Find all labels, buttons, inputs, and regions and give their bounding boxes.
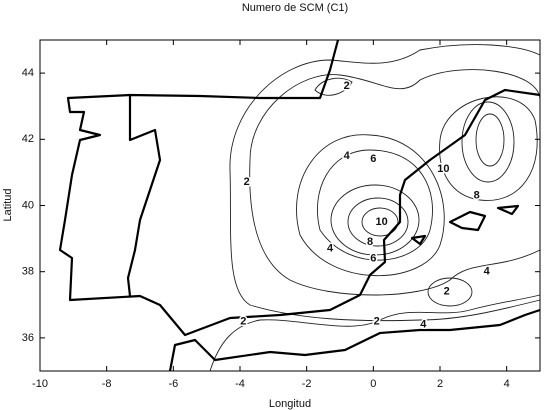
contour	[427, 277, 473, 307]
contour	[347, 197, 409, 247]
contour	[314, 77, 353, 96]
coastline	[168, 308, 541, 372]
y-tick-label: 36	[22, 332, 34, 344]
y-axis-label: Latitud	[2, 188, 14, 221]
contour-label: 8	[474, 189, 480, 201]
contour-label: 4	[420, 319, 427, 331]
contour	[330, 184, 420, 256]
contour-label: 10	[437, 163, 449, 175]
contour	[461, 101, 515, 183]
island	[448, 210, 487, 232]
contour-label: 6	[370, 153, 376, 165]
x-tick-label: 0	[370, 378, 376, 390]
y-tick-label: 42	[22, 133, 34, 145]
island	[410, 234, 427, 246]
coastlines	[58, 39, 541, 372]
island	[496, 204, 520, 216]
x-tick-label: -8	[102, 378, 112, 390]
contour-label: 8	[367, 236, 373, 248]
contour	[209, 294, 541, 372]
chart-title: Numero de SCM (C1)	[242, 2, 348, 14]
x-tick-label: 2	[437, 378, 443, 390]
contour	[475, 113, 505, 167]
x-tick-label: -4	[235, 378, 245, 390]
contour-label: 2	[240, 315, 246, 327]
x-tick-label: -6	[168, 378, 178, 390]
contour-label: 6	[370, 252, 376, 264]
contour-label: 10	[376, 216, 388, 228]
contour-label: 4	[327, 242, 334, 254]
contour	[361, 207, 399, 237]
contour-label: 2	[444, 285, 450, 297]
y-tick-label: 40	[22, 199, 34, 211]
contour-label: 2	[374, 315, 380, 327]
contour	[229, 44, 541, 322]
y-tick-label: 38	[22, 266, 34, 278]
contour-label: 2	[244, 176, 250, 188]
x-axis-label: Longitud	[269, 398, 311, 410]
x-tick-label: -10	[32, 378, 48, 390]
x-tick-label: -2	[302, 378, 312, 390]
contour	[249, 69, 541, 296]
contour-label: 4	[344, 150, 351, 162]
contour-label: 2	[344, 80, 350, 92]
contour	[439, 96, 538, 201]
y-tick-label: 44	[22, 67, 34, 79]
border	[126, 95, 162, 297]
x-tick-label: 4	[504, 378, 510, 390]
contour	[317, 149, 433, 261]
coastline	[58, 39, 541, 337]
contour-label: 4	[484, 266, 491, 278]
